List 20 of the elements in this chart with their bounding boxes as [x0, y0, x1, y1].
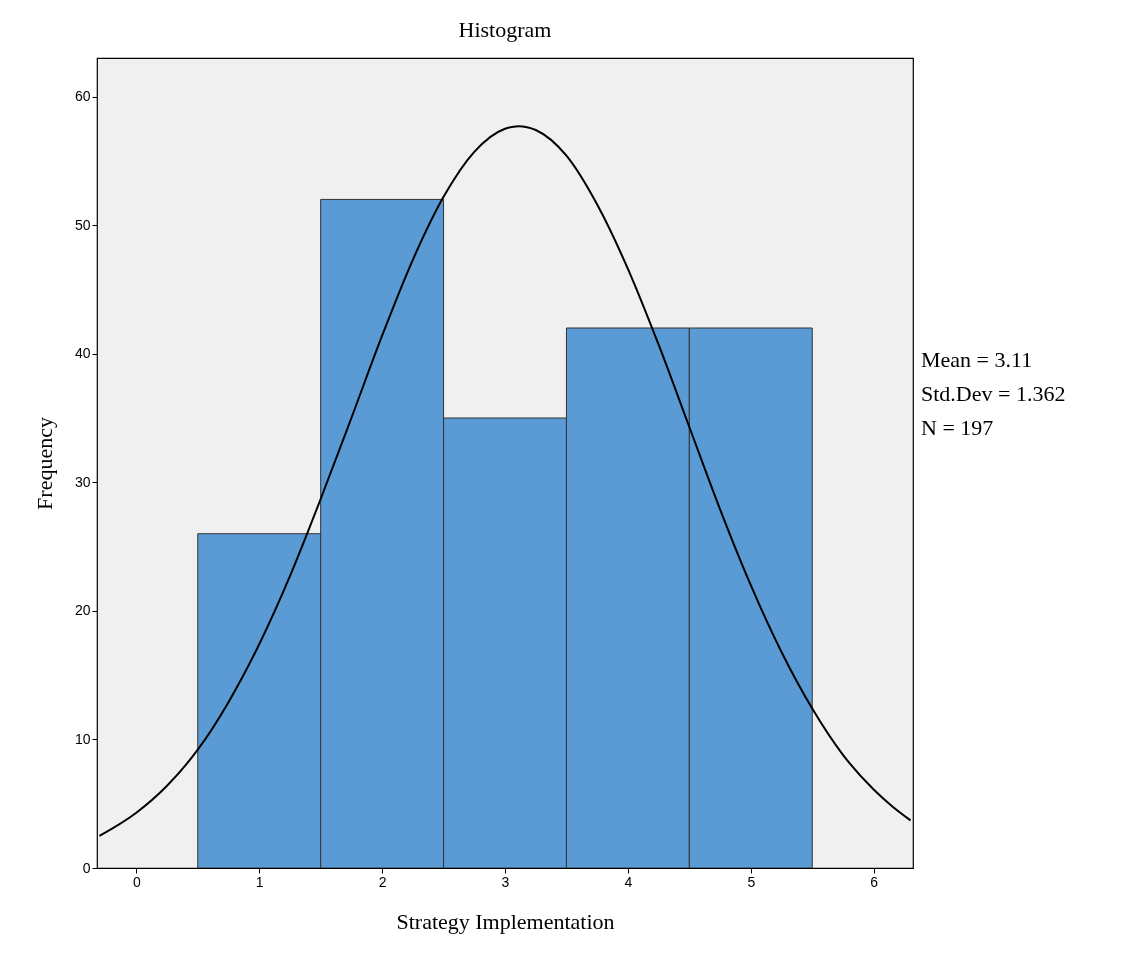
text: N = 197 [921, 415, 994, 440]
x-tick-label: 0 [132, 873, 141, 890]
y-axis-title: Frequency [31, 417, 57, 510]
y-tick-label: 10 [74, 730, 91, 747]
text: Std.Dev = 1.362 [921, 381, 1066, 406]
y-tick-label: 20 [74, 602, 91, 619]
x-tick-label: 4 [624, 873, 633, 890]
x-tick-label: 1 [255, 873, 264, 890]
x-tick-label: 5 [747, 873, 756, 890]
x-tick-label: 6 [870, 873, 879, 890]
x-axis-title: Strategy Implementation [396, 908, 615, 934]
text: Mean = 3.11 [921, 347, 1033, 372]
x-tick-label: 3 [501, 873, 510, 890]
chart-title: Histogram [458, 17, 552, 42]
x-tick-label: 2 [378, 873, 387, 890]
y-tick-label: 30 [74, 473, 91, 490]
y-tick-label: 40 [74, 345, 91, 362]
y-tick-label: 0 [82, 859, 91, 876]
y-tick-label: 50 [74, 216, 91, 233]
y-tick-label: 60 [74, 88, 91, 105]
